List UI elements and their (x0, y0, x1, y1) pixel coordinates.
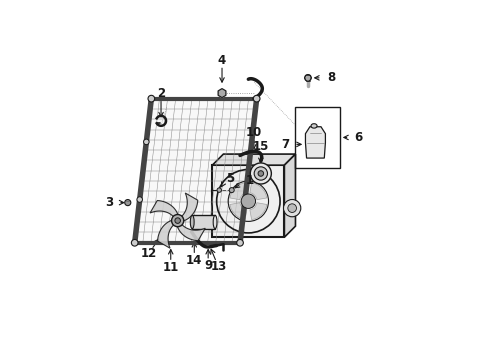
Circle shape (131, 239, 138, 246)
Text: 9: 9 (204, 259, 212, 272)
Text: 10: 10 (246, 126, 262, 139)
Ellipse shape (213, 215, 217, 229)
Polygon shape (218, 89, 222, 93)
Ellipse shape (311, 124, 317, 128)
Text: 8: 8 (327, 71, 335, 84)
Text: 13: 13 (210, 260, 226, 273)
Circle shape (258, 171, 264, 176)
Text: 11: 11 (163, 261, 179, 274)
Polygon shape (230, 183, 247, 200)
Circle shape (254, 167, 268, 180)
Circle shape (284, 199, 301, 217)
Circle shape (144, 139, 149, 145)
Text: 1: 1 (245, 174, 254, 187)
Polygon shape (218, 91, 222, 95)
Circle shape (253, 95, 260, 102)
Polygon shape (284, 154, 295, 237)
Polygon shape (222, 89, 226, 93)
Text: 6: 6 (355, 131, 363, 144)
Text: 3: 3 (105, 196, 113, 209)
Polygon shape (158, 220, 174, 248)
Circle shape (175, 218, 180, 223)
Polygon shape (218, 93, 222, 98)
Circle shape (148, 95, 155, 102)
Ellipse shape (190, 215, 194, 229)
Polygon shape (222, 93, 226, 98)
Circle shape (250, 163, 271, 184)
Circle shape (288, 204, 296, 212)
Bar (192, 215, 215, 229)
Circle shape (229, 188, 234, 193)
Polygon shape (150, 201, 178, 217)
Polygon shape (250, 203, 267, 220)
Text: 2: 2 (157, 87, 165, 100)
Text: 12: 12 (140, 247, 157, 260)
Text: 7: 7 (281, 138, 289, 151)
Polygon shape (222, 91, 226, 95)
Polygon shape (305, 127, 325, 158)
Text: 15: 15 (253, 140, 269, 153)
Polygon shape (212, 154, 295, 165)
Circle shape (237, 239, 244, 246)
Text: 14: 14 (186, 254, 202, 267)
Polygon shape (177, 224, 205, 241)
Polygon shape (230, 203, 247, 220)
Circle shape (217, 188, 221, 192)
Text: 4: 4 (218, 54, 226, 67)
Polygon shape (212, 165, 284, 237)
Bar (295, 107, 340, 168)
Polygon shape (181, 193, 198, 221)
Circle shape (125, 199, 131, 206)
Circle shape (172, 215, 184, 227)
Circle shape (137, 197, 143, 202)
Text: 5: 5 (226, 172, 234, 185)
Circle shape (305, 75, 311, 81)
Polygon shape (250, 183, 267, 200)
Circle shape (241, 194, 256, 208)
Polygon shape (135, 99, 257, 243)
